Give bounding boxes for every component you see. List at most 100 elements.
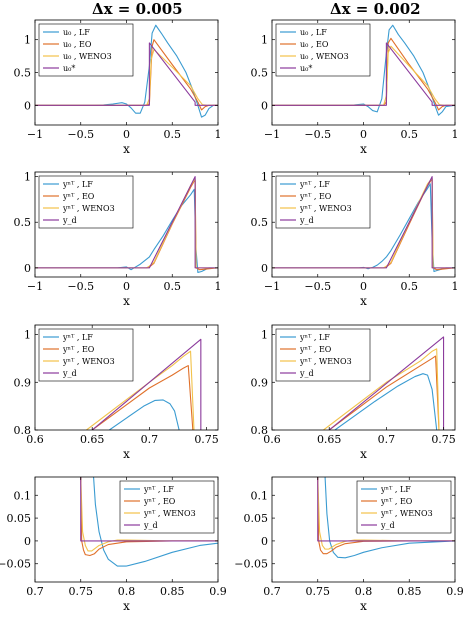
series-line-weno3 <box>323 348 440 430</box>
legend-entry: yⁿᵀ , WENO3 <box>62 357 115 366</box>
x-tick-label: 0 <box>123 280 130 293</box>
legend: yⁿᵀ , LF yⁿᵀ , EO yⁿᵀ , WENO3 y_d <box>38 328 134 382</box>
x-tick-label: 0.85 <box>160 585 185 598</box>
y-tick-label: 0.5 <box>251 67 269 80</box>
legend-entry: u₀* <box>63 64 75 73</box>
chart-panel-2-1: −1 −0.5 0 0.5 1 0 0.5 1 x yⁿᵀ , LF yⁿᵀ , EO yⁿᵀ , W… <box>14 171 222 308</box>
x-tick-label: 0 <box>360 128 367 141</box>
x-tick-label: −0.5 <box>304 280 331 293</box>
x-tick-label: 0 <box>123 128 130 141</box>
legend-entry: u₀ , WENO3 <box>63 52 112 61</box>
x-tick-label: 0.9 <box>446 585 464 598</box>
y-tick-label: 0 <box>24 535 31 548</box>
series-line-lf <box>93 477 218 567</box>
y-tick-label: 0.5 <box>14 67 32 80</box>
y-tick-label: 1 <box>24 34 31 47</box>
x-tick-label: 0.6 <box>26 433 44 446</box>
legend: yⁿᵀ , LF yⁿᵀ , EO yⁿᵀ , WENO3 y_d <box>275 175 371 229</box>
plot-frame <box>271 324 456 431</box>
plot-frame <box>34 324 219 431</box>
x-tick-label: 1 <box>215 128 222 141</box>
legend-entry: u₀ , EO <box>63 40 92 49</box>
legend-entry: yⁿᵀ , EO <box>62 345 95 354</box>
legend-entry: y_d <box>62 369 77 378</box>
chart-panel-1-1: −1 −0.5 0 0.5 1 0 0.5 1 x u₀ , LF u₀ , EO u₀ , WENO… <box>14 19 222 156</box>
legend-entry: yⁿᵀ , WENO3 <box>62 204 115 213</box>
x-tick-label: 0.5 <box>164 128 182 141</box>
y-tick-label: 0 <box>24 262 31 275</box>
x-axis-label: x <box>123 599 130 613</box>
x-tick-label: −1 <box>27 128 43 141</box>
x-tick-label: 0.5 <box>401 128 419 141</box>
legend-entry: yⁿᵀ , EO <box>299 192 332 201</box>
legend-entry: y_d <box>143 521 158 530</box>
legend-entry: yⁿᵀ , LF <box>143 485 174 494</box>
x-tick-label: −0.5 <box>67 280 94 293</box>
series-line-eo <box>91 365 194 430</box>
series-line-ref <box>328 336 445 430</box>
legend-entry: u₀ , WENO3 <box>300 52 349 61</box>
x-tick-label: 0.85 <box>397 585 422 598</box>
x-tick-label: 0.9 <box>209 585 227 598</box>
legend-entry: y_d <box>62 216 77 225</box>
y-tick-label: −0.05 <box>0 558 31 571</box>
series-line-lf <box>35 24 218 118</box>
series-line-lf <box>272 183 455 273</box>
legend-entry: y_d <box>380 521 395 530</box>
legend: yⁿᵀ , LF yⁿᵀ , EO yⁿᵀ , WENO3 y_d <box>119 480 215 534</box>
x-tick-label: 0.7 <box>26 585 44 598</box>
x-axis-label: x <box>360 447 367 461</box>
y-tick-label: 0 <box>261 535 268 548</box>
x-tick-label: −1 <box>264 280 280 293</box>
y-tick-label: 0.5 <box>251 216 269 229</box>
y-tick-label: 0.9 <box>251 376 269 389</box>
x-tick-label: 0.7 <box>263 585 281 598</box>
legend-entry: u₀ , EO <box>300 40 329 49</box>
column-title-right: Δx = 0.002 <box>330 0 421 18</box>
series-line-ref <box>80 477 218 542</box>
legend-entry: yⁿᵀ , WENO3 <box>299 357 352 366</box>
y-tick-label: 0.05 <box>244 512 269 525</box>
x-axis-label: x <box>360 142 367 156</box>
series-line-eo <box>328 355 440 430</box>
legend-entry: yⁿᵀ , EO <box>380 497 413 506</box>
series-line-ref <box>272 176 455 269</box>
x-tick-label: 0.5 <box>401 280 419 293</box>
legend-entry: yⁿᵀ , EO <box>62 192 95 201</box>
x-tick-label: 0.7 <box>378 433 396 446</box>
x-tick-label: 0.6 <box>263 433 281 446</box>
series-line-lf <box>109 399 180 430</box>
y-tick-label: 0 <box>24 99 31 112</box>
y-tick-label: 1 <box>24 171 31 184</box>
y-tick-label: 0.8 <box>14 424 32 437</box>
legend-entry: u₀* <box>300 64 312 73</box>
legend: yⁿᵀ , LF yⁿᵀ , EO yⁿᵀ , WENO3 y_d <box>275 328 371 382</box>
x-tick-label: 0.75 <box>306 585 331 598</box>
x-axis-label: x <box>360 294 367 308</box>
y-tick-label: 0 <box>261 99 268 112</box>
y-tick-label: 0 <box>261 262 268 275</box>
y-tick-label: 0.1 <box>14 489 32 502</box>
legend-entry: yⁿᵀ , LF <box>62 333 93 342</box>
legend: u₀ , LF u₀ , EO u₀ , WENO3 u₀* <box>275 23 371 77</box>
y-tick-label: 1 <box>261 171 268 184</box>
y-tick-label: 1 <box>261 329 268 342</box>
y-tick-label: 0.9 <box>14 376 32 389</box>
chart-panel-2-2: −1 −0.5 0 0.5 1 0 0.5 1 x yⁿᵀ , LF yⁿᵀ , EO yⁿᵀ , W… <box>251 171 459 308</box>
legend-entry: y_d <box>299 369 314 378</box>
series-line-ref <box>35 42 218 106</box>
legend-entry: yⁿᵀ , EO <box>143 497 176 506</box>
x-tick-label: 0 <box>360 280 367 293</box>
x-axis-label: x <box>360 599 367 613</box>
legend-entry: yⁿᵀ , WENO3 <box>143 509 196 518</box>
x-tick-label: 0.75 <box>431 433 456 446</box>
y-tick-label: 0.8 <box>251 424 269 437</box>
series-line-ref <box>35 176 218 269</box>
x-tick-label: 0.65 <box>317 433 342 446</box>
x-tick-label: 0.5 <box>164 280 182 293</box>
x-tick-label: −0.5 <box>304 128 331 141</box>
legend-entry: yⁿᵀ , LF <box>299 333 330 342</box>
